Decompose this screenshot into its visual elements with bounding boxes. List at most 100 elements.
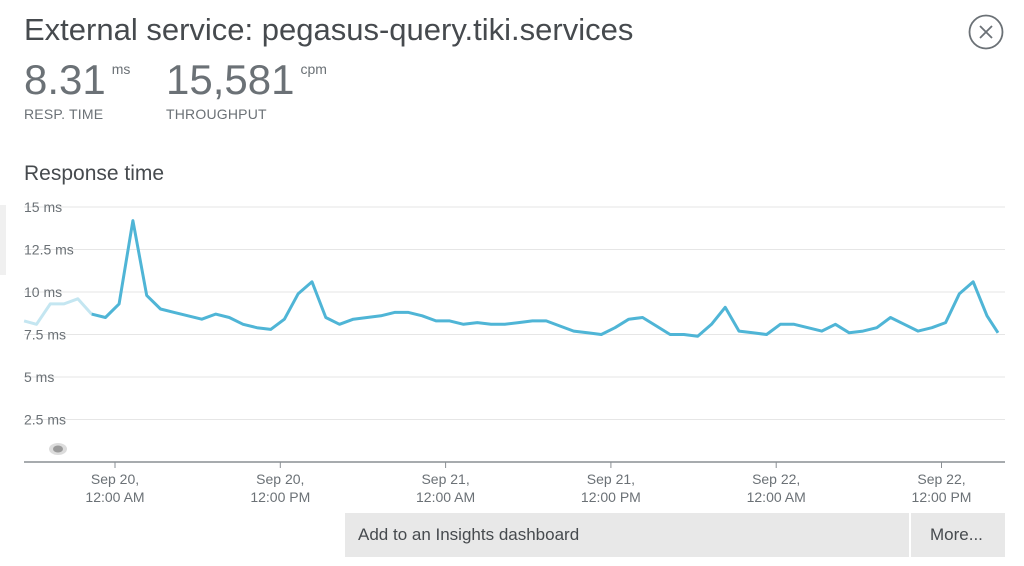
data-point[interactable] — [281, 316, 287, 322]
data-point[interactable] — [199, 316, 205, 322]
data-point[interactable] — [433, 318, 439, 324]
data-point[interactable] — [295, 291, 301, 297]
data-point[interactable] — [888, 315, 894, 321]
data-point[interactable] — [626, 316, 632, 322]
data-point[interactable] — [736, 328, 742, 334]
data-point[interactable] — [474, 320, 480, 326]
close-button[interactable] — [968, 14, 1004, 50]
data-point[interactable] — [392, 309, 398, 315]
x-tick-label-date: Sep 22, — [752, 471, 800, 487]
data-point[interactable] — [240, 321, 246, 327]
resp-time-unit: ms — [111, 61, 131, 77]
x-tick-label-time: 12:00 AM — [747, 489, 806, 505]
data-point[interactable] — [956, 291, 962, 297]
data-point[interactable] — [529, 318, 535, 324]
data-point[interactable] — [61, 301, 67, 307]
y-tick-label: 7.5 ms — [24, 327, 66, 343]
data-point[interactable] — [915, 328, 921, 334]
page-title: External service: pegasus-query.tiki.ser… — [24, 12, 634, 47]
data-point[interactable] — [185, 313, 191, 319]
add-to-insights-button[interactable]: Add to an Insights dashboard — [345, 513, 909, 557]
left-edge-tab — [0, 205, 6, 275]
data-point[interactable] — [502, 321, 508, 327]
data-point[interactable] — [598, 332, 604, 338]
chart-handle-dot — [53, 445, 63, 453]
data-point[interactable] — [543, 318, 549, 324]
data-point[interactable] — [667, 332, 673, 338]
response-time-chart[interactable]: 2.5 ms 5 ms 7.5 ms 10 ms 12.5 ms 15 ms Sep 20… — [0, 190, 1024, 510]
data-point[interactable] — [612, 325, 618, 331]
data-point[interactable] — [213, 311, 219, 317]
data-point[interactable] — [488, 321, 494, 327]
data-point[interactable] — [832, 321, 838, 327]
chart-title: Response time — [24, 162, 165, 185]
y-tick-label: 5 ms — [24, 369, 54, 385]
data-point[interactable] — [571, 328, 577, 334]
data-point[interactable] — [640, 315, 646, 321]
data-point[interactable] — [584, 330, 590, 336]
data-point[interactable] — [144, 292, 150, 298]
data-point[interactable] — [777, 321, 783, 327]
throughput-metric: 15,581 cpm THROUGHPUT — [166, 56, 327, 122]
data-point[interactable] — [970, 279, 976, 285]
data-point[interactable] — [819, 328, 825, 334]
data-point[interactable] — [309, 279, 315, 285]
data-point[interactable] — [323, 315, 329, 321]
data-point[interactable] — [268, 326, 274, 332]
data-point[interactable] — [995, 330, 1001, 336]
y-tick-label: 2.5 ms — [24, 412, 66, 428]
x-tick-label-date: Sep 21, — [421, 471, 469, 487]
x-tick-label-time: 12:00 AM — [85, 489, 144, 505]
data-point[interactable] — [405, 309, 411, 315]
data-point[interactable] — [722, 304, 728, 310]
data-point[interactable] — [33, 321, 39, 327]
data-point[interactable] — [791, 321, 797, 327]
data-point[interactable] — [419, 313, 425, 319]
data-point[interactable] — [378, 313, 384, 319]
data-point[interactable] — [226, 315, 232, 321]
data-point[interactable] — [708, 321, 714, 327]
x-tick-label-time: 12:00 PM — [912, 489, 972, 505]
data-point[interactable] — [805, 325, 811, 331]
data-point[interactable] — [102, 315, 108, 321]
data-point[interactable] — [116, 301, 122, 307]
data-point[interactable] — [75, 296, 81, 302]
data-point[interactable] — [681, 332, 687, 338]
y-tick-label: 15 ms — [24, 199, 62, 215]
data-point[interactable] — [47, 301, 53, 307]
data-point[interactable] — [557, 323, 563, 329]
data-point[interactable] — [516, 320, 522, 326]
data-point[interactable] — [337, 321, 343, 327]
data-point[interactable] — [89, 311, 95, 317]
data-point[interactable] — [764, 332, 770, 338]
data-point[interactable] — [21, 318, 27, 324]
data-point[interactable] — [750, 330, 756, 336]
data-point[interactable] — [695, 333, 701, 339]
data-point[interactable] — [350, 316, 356, 322]
throughput-unit: cpm — [300, 61, 327, 77]
series-line — [91, 219, 1000, 338]
resp-time-label: RESP. TIME — [24, 106, 104, 122]
data-point[interactable] — [860, 328, 866, 334]
x-tick-label-time: 12:00 AM — [416, 489, 475, 505]
data-point[interactable] — [943, 320, 949, 326]
data-point[interactable] — [929, 325, 935, 331]
data-point[interactable] — [461, 321, 467, 327]
x-tick-label-date: Sep 21, — [587, 471, 635, 487]
data-point[interactable] — [157, 306, 163, 312]
more-button[interactable]: More... — [911, 513, 1005, 557]
chart-lines — [23, 219, 1000, 338]
data-point[interactable] — [447, 318, 453, 324]
close-circle-icon — [968, 14, 1004, 50]
data-point[interactable] — [130, 218, 136, 224]
data-point[interactable] — [984, 313, 990, 319]
data-point[interactable] — [653, 323, 659, 329]
data-point[interactable] — [901, 321, 907, 327]
data-point[interactable] — [874, 325, 880, 331]
data-point[interactable] — [364, 315, 370, 321]
data-point[interactable] — [171, 309, 177, 315]
data-point[interactable] — [254, 325, 260, 331]
chart-grid — [24, 206, 1005, 420]
data-point[interactable] — [846, 330, 852, 336]
